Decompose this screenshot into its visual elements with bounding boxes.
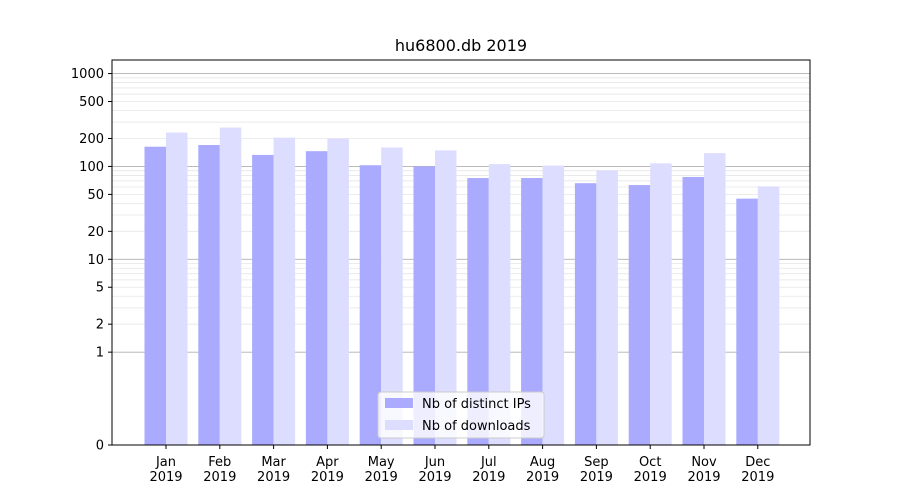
y-tick-label: 1 [96,346,104,361]
bar-downloads [488,164,511,445]
y-axis: 0 1 2 5 10 20 50 100 200 500 1000 [71,67,112,454]
x-tick-label: Jan 2019 [149,455,182,485]
bar-distinct-ips [198,145,220,445]
bar-distinct-ips [682,176,704,446]
y-tick-label: 200 [79,132,104,147]
bar-downloads [650,163,672,445]
legend-label-downloads: Nb of downloads [422,419,531,434]
bars [144,127,780,446]
x-tick-label: Feb 2019 [203,455,236,485]
legend-swatch-distinct-ips [385,398,413,408]
x-tick-label: Sep 2019 [580,455,613,485]
x-tick-label: Nov 2019 [687,455,720,485]
y-tick-label: 2 [96,318,104,333]
x-tick-label: Dec 2019 [741,455,774,485]
bar-distinct-ips [574,183,597,445]
y-tick-label: 0 [96,439,104,454]
y-tick-label: 100 [79,160,104,175]
bar-distinct-ips [413,166,435,446]
plot-area-frame [111,59,811,446]
bar-downloads [327,138,349,445]
bar-downloads [166,132,188,445]
bar-distinct-ips [144,146,166,446]
x-tick-label: Aug 2019 [526,455,559,485]
bar-downloads [273,137,296,445]
legend-box [377,391,545,439]
x-tick-label: Apr 2019 [311,455,344,485]
legend-label-distinct-ips: Nb of distinct IPs [422,397,531,412]
bar-distinct-ips [467,178,489,445]
x-tick-label: Mar 2019 [257,455,290,485]
y-tick-label: 1000 [71,67,104,82]
y-tick-label: 50 [87,188,104,203]
bar-downloads [596,170,618,445]
bar-distinct-ips [305,151,328,445]
y-tick-label: 20 [87,225,104,240]
bar-distinct-ips [252,154,274,445]
chart-title: hu6800.db 2019 [395,36,527,55]
legend-swatch-downloads [385,420,413,430]
x-axis: Jan 2019 Feb 2019 Mar 2019 Apr 2019 May 2019 Jun 20… [149,445,774,485]
y-tick-label: 10 [87,253,104,268]
bar-downloads [381,147,403,445]
y-tick-label: 500 [79,95,104,110]
bar-distinct-ips [628,185,651,445]
bar-distinct-ips [521,178,543,445]
bar-downloads [435,150,457,445]
bar-downloads [219,127,242,445]
bar-downloads [542,165,565,446]
x-tick-label: Oct 2019 [634,455,667,485]
bar-distinct-ips [359,165,382,445]
bar-downloads [757,186,780,445]
x-tick-label: Jul 2019 [472,455,505,485]
bar-downloads [704,153,726,446]
x-tick-label: May 2019 [365,455,398,485]
bar-distinct-ips [736,198,758,445]
legend: Nb of distinct IPs Nb of downloads [377,391,545,439]
y-tick-label: 5 [96,281,104,296]
x-tick-label: Jun 2019 [418,455,451,485]
